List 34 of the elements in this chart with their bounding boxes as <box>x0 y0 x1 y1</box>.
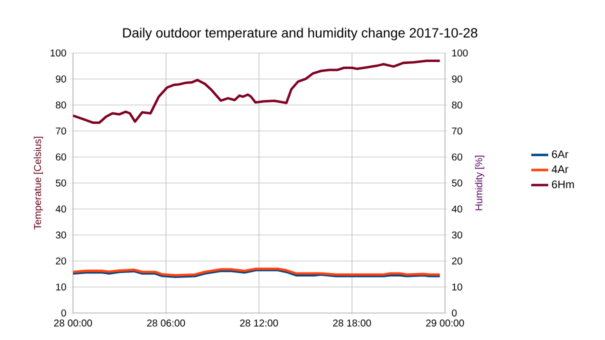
y2-tick-label: 40 <box>452 205 462 213</box>
y-tick-label: 30 <box>56 231 66 239</box>
y2-tick-label: 20 <box>452 257 462 265</box>
line-series <box>73 60 442 124</box>
y-tick-label: 40 <box>56 205 66 213</box>
y2-tick-label: 80 <box>452 101 462 109</box>
y2-tick-label: 0 <box>452 309 457 317</box>
x-tick-label: 29 00:00 <box>426 320 464 327</box>
y2-tick-label: 60 <box>452 153 462 161</box>
y2-axis-title: Humidity [%] <box>474 156 484 210</box>
legend-label: 6Hm <box>552 180 574 188</box>
y2-tick-label: 50 <box>452 179 462 187</box>
y-tick-label: 90 <box>56 75 66 83</box>
y-tick-label: 10 <box>56 283 66 291</box>
y2-tick-label: 30 <box>452 231 462 239</box>
legend-label: 6Ar <box>552 150 568 158</box>
y2-tick-label: 90 <box>452 75 462 83</box>
x-tick-label: 28 06:00 <box>147 320 185 327</box>
y-tick-label: 0 <box>61 309 66 317</box>
chart-title: Daily outdoor temperature and humidity change 2017-10-28 <box>123 28 478 40</box>
y-axis-title: Temperatue [Celsius] <box>34 136 44 230</box>
y2-tick-label: 100 <box>452 49 468 57</box>
y2-tick-label: 70 <box>452 127 462 135</box>
x-tick-label: 28 00:00 <box>54 320 92 327</box>
y-tick-label: 20 <box>56 257 66 265</box>
y-tick-label: 70 <box>56 127 66 135</box>
y-tick-label: 60 <box>56 153 66 161</box>
legend-label: 4Ar <box>552 165 568 174</box>
y2-tick-label: 10 <box>452 283 462 291</box>
y-tick-label: 50 <box>56 179 66 187</box>
y-tick-label: 100 <box>50 49 66 57</box>
y-tick-label: 80 <box>56 101 66 109</box>
x-tick-label: 28 12:00 <box>240 320 278 327</box>
x-tick-label: 28 18:00 <box>333 320 371 327</box>
